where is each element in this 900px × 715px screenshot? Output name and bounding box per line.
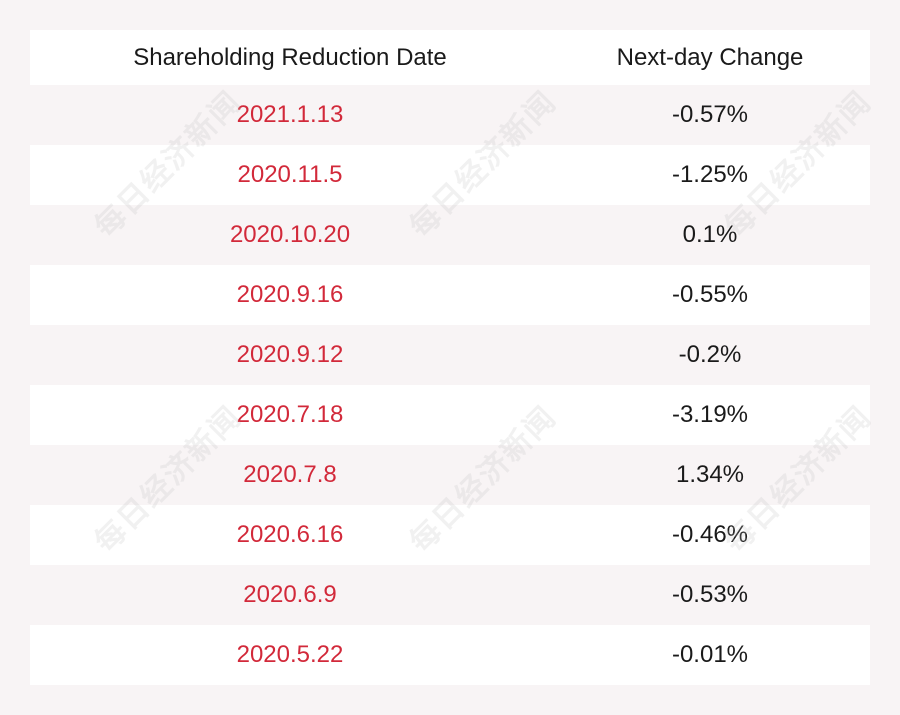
table-row: 2020.11.5 -1.25%: [30, 145, 870, 205]
table-row: 2020.10.20 0.1%: [30, 205, 870, 265]
next-day-change-cell: -0.01%: [671, 641, 749, 668]
next-day-change-cell: -0.46%: [671, 521, 749, 548]
reduction-date-cell: 2020.6.9: [243, 581, 337, 608]
table-row: 2020.6.9 -0.53%: [30, 565, 870, 625]
next-day-change-cell: 0.1%: [682, 221, 738, 248]
table-row: 2020.6.16 -0.46%: [30, 505, 870, 565]
next-day-change-cell: -3.19%: [671, 401, 749, 428]
next-day-change-cell: -0.55%: [671, 281, 749, 308]
table-row: 2020.9.16 -0.55%: [30, 265, 870, 325]
data-table: Shareholding Reduction Date Next-day Cha…: [30, 30, 870, 685]
reduction-date-cell: 2020.7.18: [236, 401, 344, 428]
column-header-date: Shareholding Reduction Date: [133, 43, 447, 71]
reduction-date-cell: 2020.10.20: [229, 221, 351, 248]
table-row: 2020.5.22 -0.01%: [30, 625, 870, 685]
reduction-date-cell: 2021.1.13: [236, 101, 344, 128]
reduction-date-cell: 2020.9.12: [236, 341, 344, 368]
column-header-change: Next-day Change: [616, 43, 804, 71]
table-header: Shareholding Reduction Date Next-day Cha…: [30, 30, 870, 85]
reduction-date-cell: 2020.11.5: [237, 161, 343, 188]
reduction-date-cell: 2020.6.16: [236, 521, 344, 548]
table-body: 2021.1.13 -0.57% 2020.11.5 -1.25% 2020.10.20…: [30, 85, 870, 685]
next-day-change-cell: -0.2%: [678, 341, 742, 368]
table-row: 2020.7.8 1.34%: [30, 445, 870, 505]
table-row: 2021.1.13 -0.57%: [30, 85, 870, 145]
reduction-date-cell: 2020.9.16: [236, 281, 344, 308]
next-day-change-cell: -0.53%: [671, 581, 749, 608]
reduction-date-cell: 2020.5.22: [236, 641, 344, 668]
table-row: 2020.7.18 -3.19%: [30, 385, 870, 445]
table-row: 2020.9.12 -0.2%: [30, 325, 870, 385]
next-day-change-cell: -0.57%: [671, 101, 749, 128]
reduction-date-cell: 2020.7.8: [243, 461, 337, 488]
next-day-change-cell: 1.34%: [675, 461, 745, 488]
next-day-change-cell: -1.25%: [671, 161, 749, 188]
